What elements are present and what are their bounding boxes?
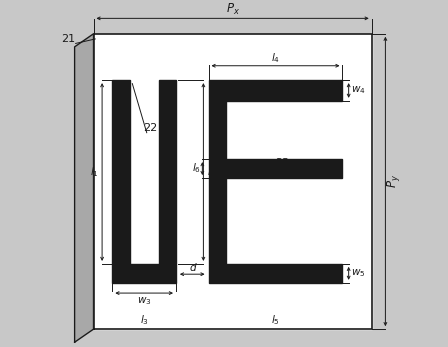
Text: $l_3$: $l_3$ — [140, 314, 149, 328]
Text: $l_6$: $l_6$ — [192, 162, 201, 176]
Text: $P_x$: $P_x$ — [225, 2, 240, 17]
Text: $l_5$: $l_5$ — [271, 314, 280, 328]
Text: 23: 23 — [276, 158, 289, 168]
Text: $w_5$: $w_5$ — [351, 268, 366, 279]
Polygon shape — [112, 80, 176, 283]
Polygon shape — [75, 34, 94, 342]
Text: $w_2$: $w_2$ — [160, 124, 175, 135]
Text: 22: 22 — [143, 123, 157, 133]
Bar — [94, 34, 372, 329]
Text: $l_1$: $l_1$ — [90, 165, 99, 179]
Text: $l_4$: $l_4$ — [271, 51, 280, 65]
Text: $P_y$: $P_y$ — [385, 175, 402, 188]
Polygon shape — [209, 80, 342, 283]
Text: $w_1$: $w_1$ — [114, 139, 128, 151]
Text: $w_3$: $w_3$ — [137, 295, 151, 306]
Text: 21: 21 — [60, 34, 75, 44]
Text: $w_6$: $w_6$ — [210, 156, 224, 168]
Text: $d$: $d$ — [189, 261, 197, 273]
Text: $l_2$: $l_2$ — [207, 165, 215, 179]
Text: $w_4$: $w_4$ — [351, 85, 366, 96]
